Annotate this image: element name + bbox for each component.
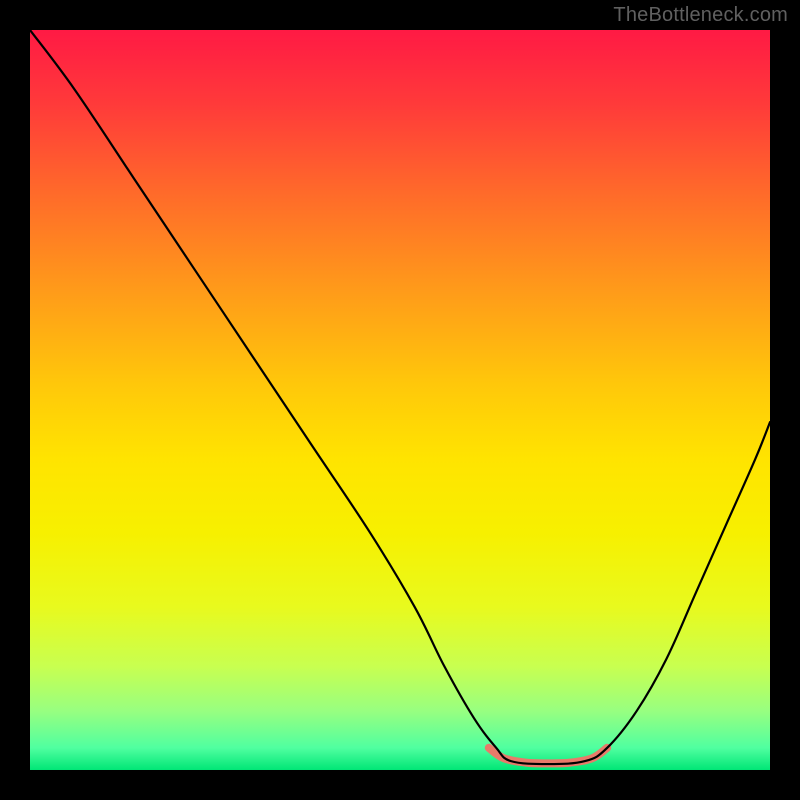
figure-container: { "watermark": "TheBottleneck.com", "cha… [0, 0, 800, 800]
chart-plot-area [30, 30, 770, 770]
gradient-background [30, 30, 770, 770]
bottleneck-curve-chart [30, 30, 770, 770]
watermark-text: TheBottleneck.com [613, 4, 788, 27]
